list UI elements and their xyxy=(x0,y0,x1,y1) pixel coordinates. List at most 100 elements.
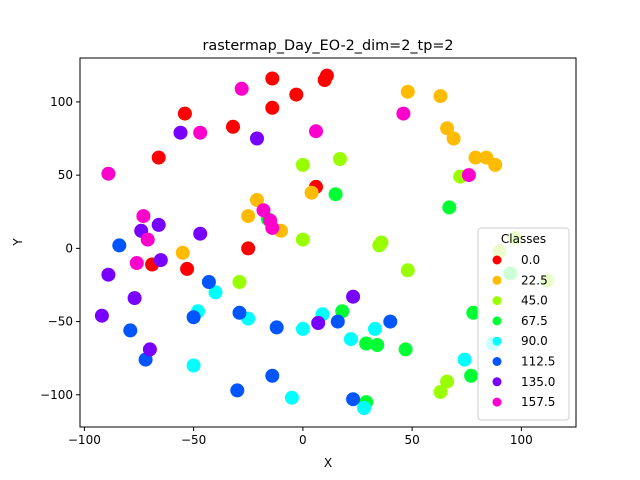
y-tick-label: −100 xyxy=(40,388,73,402)
data-point xyxy=(372,238,387,253)
data-point xyxy=(265,100,280,115)
x-tick-label: 100 xyxy=(510,433,533,447)
data-point xyxy=(250,193,264,207)
chart-title: rastermap_Day_EO-2_dim=2_tp=2 xyxy=(202,38,453,54)
data-point xyxy=(309,124,323,139)
y-tick-label: −50 xyxy=(48,315,73,329)
legend-marker xyxy=(492,336,502,346)
plot-frame xyxy=(79,57,577,428)
x-tick-label: −50 xyxy=(181,433,206,447)
data-point xyxy=(127,291,142,306)
data-point xyxy=(304,185,319,200)
data-point xyxy=(123,323,138,338)
data-point xyxy=(208,285,223,300)
data-point xyxy=(129,256,144,270)
data-point xyxy=(442,200,457,215)
data-point xyxy=(136,209,151,224)
data-point xyxy=(468,150,483,165)
data-point xyxy=(234,81,249,96)
data-point xyxy=(398,342,413,357)
data-point xyxy=(265,220,280,235)
data-point xyxy=(396,106,411,121)
data-point xyxy=(226,119,240,134)
data-point xyxy=(173,125,188,140)
data-point xyxy=(175,245,190,260)
y-tick-label: 50 xyxy=(58,168,73,182)
data-point xyxy=(295,321,310,336)
data-point xyxy=(368,321,382,336)
data-point xyxy=(330,314,345,329)
legend-label: 112.5 xyxy=(521,355,555,369)
legend-marker xyxy=(492,377,502,387)
data-point xyxy=(317,73,332,87)
data-point xyxy=(186,310,201,325)
data-point xyxy=(464,368,479,383)
legend: Classes 0.0 22.5 45.0 67.5 90.0 112.5 135.0 157… xyxy=(477,227,570,421)
data-point xyxy=(383,314,398,329)
data-point xyxy=(333,152,347,166)
data-point xyxy=(241,209,256,224)
legend-label: 22.5 xyxy=(521,273,548,287)
data-point xyxy=(284,390,299,405)
data-point xyxy=(232,305,247,320)
legend-marker xyxy=(492,316,502,326)
data-point xyxy=(101,166,116,181)
x-tick-label: 50 xyxy=(404,433,419,447)
data-point xyxy=(241,241,256,256)
data-point xyxy=(94,308,109,323)
points-layer xyxy=(94,68,555,415)
x-axis: −100 −50 0 50 100 xyxy=(68,427,533,447)
data-point xyxy=(440,121,455,136)
data-point xyxy=(193,226,208,241)
legend-box xyxy=(477,227,570,421)
data-point xyxy=(256,203,271,218)
data-point xyxy=(488,157,503,172)
legend-label: 135.0 xyxy=(521,375,555,389)
data-point xyxy=(433,89,448,104)
y-tick-label: 100 xyxy=(50,95,73,109)
data-point xyxy=(269,320,284,335)
legend-marker xyxy=(492,397,502,407)
data-point xyxy=(180,261,195,276)
data-point xyxy=(151,217,166,232)
data-point xyxy=(311,316,326,330)
legend-marker xyxy=(492,296,502,306)
data-point xyxy=(440,374,455,389)
data-point xyxy=(186,358,201,373)
y-axis: −100 −50 0 50 100 xyxy=(40,95,80,402)
data-point xyxy=(232,275,247,289)
data-point xyxy=(457,352,472,367)
legend-marker xyxy=(492,275,502,285)
data-point xyxy=(346,392,361,407)
data-point xyxy=(101,267,116,282)
data-point xyxy=(193,125,208,140)
data-point xyxy=(370,338,385,352)
data-point xyxy=(400,263,415,278)
x-axis-label: X xyxy=(324,456,332,470)
legend-label: 90.0 xyxy=(521,334,548,348)
legend-label: 0.0 xyxy=(521,253,540,267)
x-tick-label: −100 xyxy=(68,433,101,447)
data-point xyxy=(343,332,358,347)
data-point xyxy=(265,368,280,383)
legend-label: 67.5 xyxy=(521,314,548,328)
legend-marker xyxy=(492,255,502,265)
data-point xyxy=(328,187,343,202)
x-tick-label: 0 xyxy=(299,433,307,447)
data-point xyxy=(151,150,166,165)
legend-title: Classes xyxy=(501,232,546,246)
data-point xyxy=(140,232,155,247)
data-point xyxy=(359,336,374,351)
data-point xyxy=(433,384,448,399)
data-point xyxy=(295,232,310,247)
data-point xyxy=(357,401,372,415)
legend-marker xyxy=(492,357,502,366)
data-point xyxy=(446,131,461,146)
data-point xyxy=(250,131,264,146)
y-tick-label: 0 xyxy=(65,241,73,255)
data-point xyxy=(177,106,192,121)
data-point xyxy=(201,275,216,289)
data-point xyxy=(265,71,280,86)
data-point xyxy=(112,238,127,253)
data-point xyxy=(461,168,476,183)
